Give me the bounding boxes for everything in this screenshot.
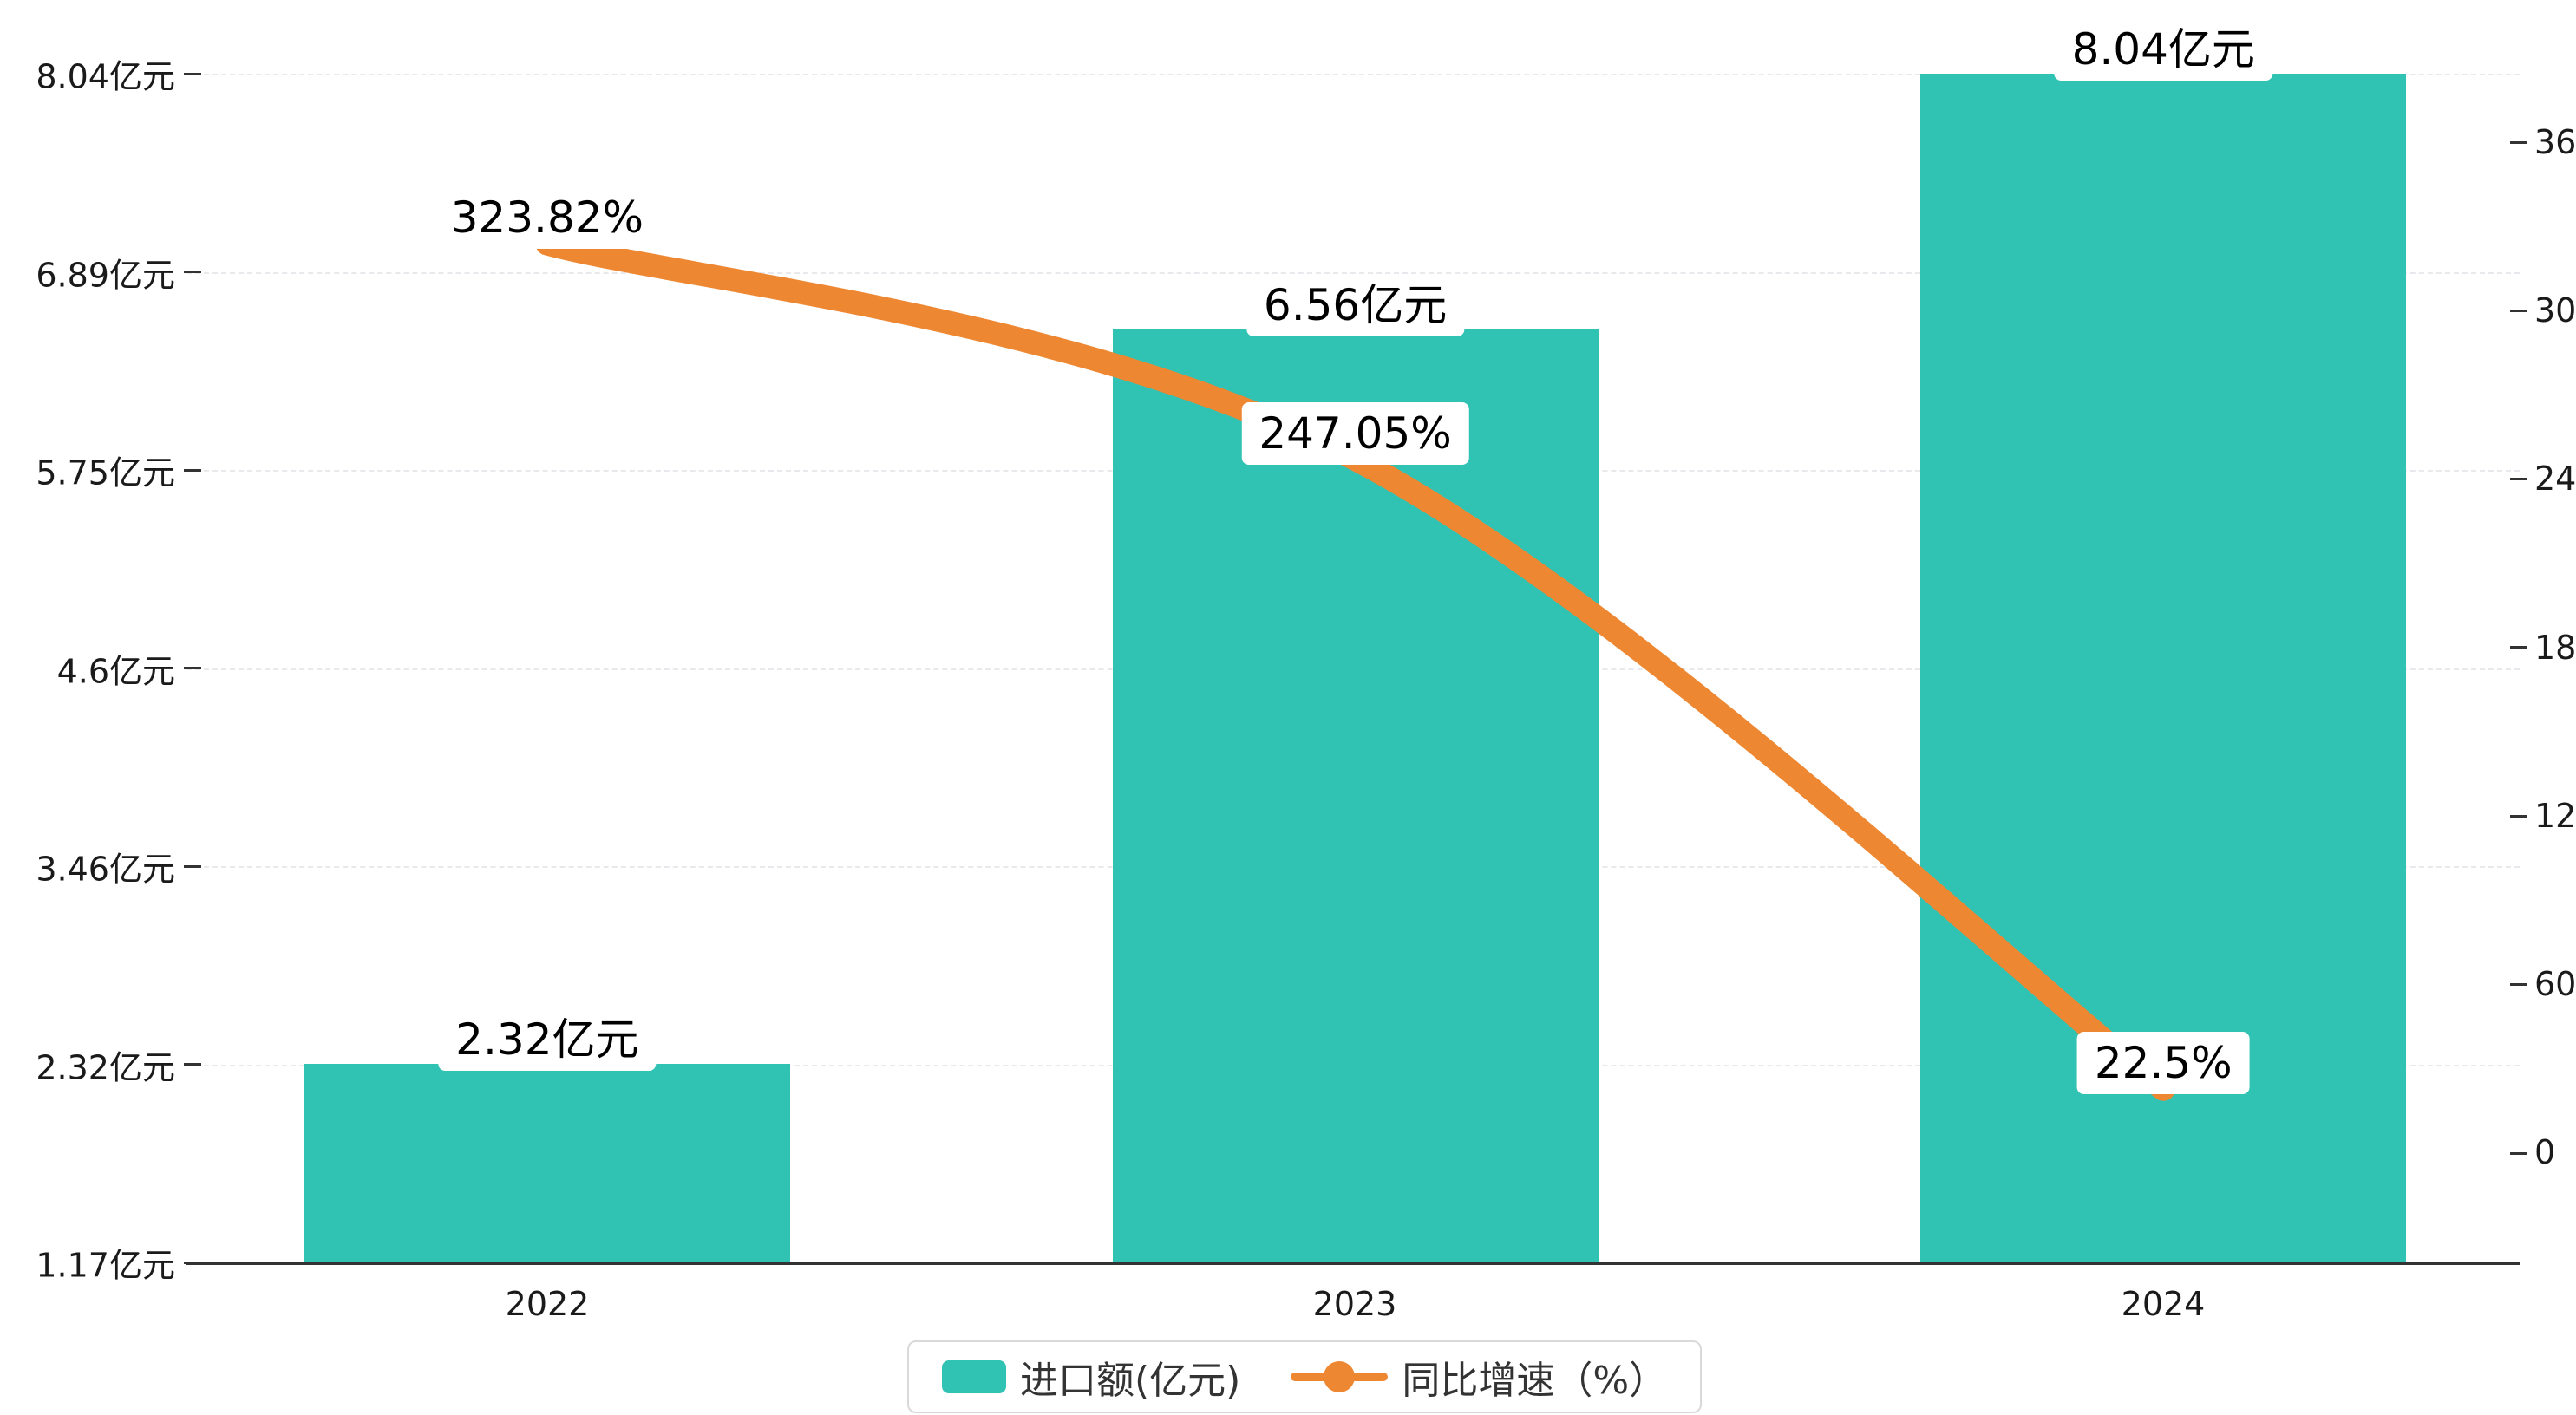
- gridline: [186, 74, 2520, 75]
- bar-2022[interactable]: [304, 1063, 790, 1262]
- y-left-tickmark: [184, 1063, 201, 1066]
- line-value-label: 22.5%: [2076, 1032, 2250, 1095]
- y-left-tick-label: 4.6亿元: [56, 652, 175, 690]
- y-right-tick-label: 60: [2534, 965, 2576, 1003]
- y-left-tick-label: 2.32亿元: [36, 1048, 175, 1086]
- y-right-tick-label: 0: [2534, 1133, 2556, 1171]
- line-series-icon: [1291, 1360, 1389, 1393]
- y-left-tick-label: 1.17亿元: [36, 1246, 175, 1285]
- bar-series-swatch-icon: [942, 1360, 1006, 1393]
- y-left-tickmark: [184, 271, 201, 273]
- y-left-tickmark: [184, 469, 201, 472]
- x-axis-line: [186, 1262, 2520, 1265]
- y-left-tickmark: [184, 667, 201, 669]
- bar-2023[interactable]: [1112, 329, 1599, 1262]
- x-tick-label-2022: 2022: [505, 1285, 590, 1323]
- y-right-tickmark: [2510, 141, 2527, 144]
- y-left-tickmark: [184, 73, 201, 75]
- y-right-tick-label: 180: [2534, 628, 2576, 667]
- line-value-label: 323.82%: [433, 186, 662, 250]
- bar-value-label: 2.32亿元: [438, 1007, 657, 1071]
- y-left-tick-label: 5.75亿元: [36, 453, 175, 492]
- legend: 进口额(亿元) 同比增速（%）: [907, 1340, 1703, 1413]
- y-right-tick-label: 120: [2534, 797, 2576, 835]
- y-left-tick-label: 3.46亿元: [36, 850, 175, 889]
- y-right-tick-label: 300: [2534, 291, 2576, 329]
- y-left-tickmark: [184, 865, 201, 868]
- y-right-tickmark: [2510, 646, 2527, 649]
- legend-item-growth[interactable]: 同比增速（%）: [1291, 1349, 1667, 1405]
- y-right-tick-label: 360: [2534, 123, 2576, 161]
- bar-value-label: 8.04亿元: [2054, 18, 2272, 81]
- line-value-label: 247.05%: [1241, 401, 1469, 465]
- y-right-tickmark: [2510, 478, 2527, 480]
- y-left-tick-label: 6.89亿元: [36, 256, 175, 294]
- y-right-tick-label: 240: [2534, 460, 2576, 498]
- x-tick-label-2023: 2023: [1312, 1285, 1397, 1323]
- x-tick-label-2024: 2024: [2121, 1285, 2206, 1323]
- line-dot-icon: [1324, 1361, 1356, 1392]
- y-left-tick-label: 8.04亿元: [36, 57, 175, 96]
- y-right-tickmark: [2510, 1152, 2527, 1155]
- legend-item-imports[interactable]: 进口额(亿元): [942, 1349, 1240, 1405]
- legend-label-imports: 进口额(亿元): [1020, 1359, 1241, 1403]
- y-right-tickmark: [2510, 815, 2527, 818]
- legend-label-growth: 同比增速（%）: [1402, 1359, 1668, 1403]
- y-right-tickmark: [2510, 310, 2527, 312]
- bar-value-label: 6.56亿元: [1246, 274, 1465, 337]
- y-right-tickmark: [2510, 983, 2527, 986]
